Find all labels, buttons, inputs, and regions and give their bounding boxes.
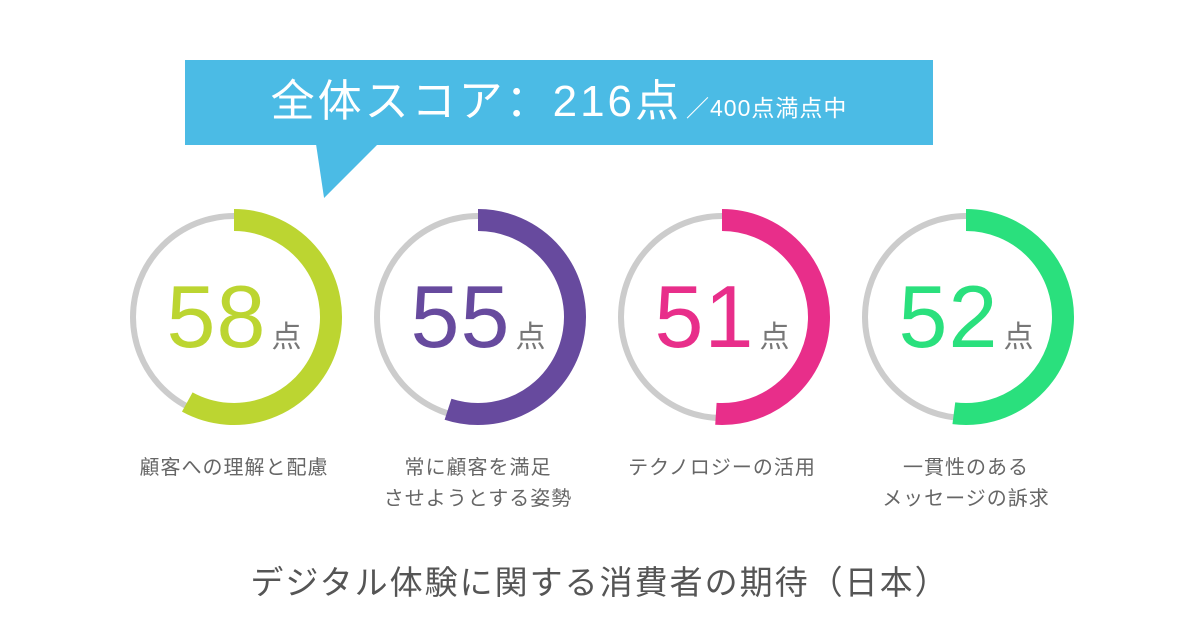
gauge-ring: 52 点 (856, 207, 1076, 427)
gauge-ring-svg (862, 209, 1074, 425)
gauge-score-unit: 点 (1003, 321, 1034, 354)
overall-score-denominator: ／400点満点中 (686, 95, 848, 121)
gauge-ring-svg (374, 209, 586, 425)
gauge-value-arc (444, 209, 586, 425)
gauge-score: 58 点 (124, 207, 344, 427)
gauge-value-arc (952, 209, 1074, 425)
overall-score-label: 全体スコア：216点 (270, 77, 683, 126)
overall-score-bubble: 全体スコア：216点 ／400点満点中 (185, 60, 933, 198)
gauge-score-number: 55 (410, 267, 511, 366)
gauge-score: 52 点 (856, 207, 1076, 427)
gauge-ring: 55 点 (368, 207, 588, 427)
gauge-score: 55 点 (368, 207, 588, 427)
gauge-label: テクノロジーの活用 (628, 457, 816, 479)
gauge-ring-svg (130, 209, 342, 425)
gauge-value-arc (715, 209, 830, 425)
overall-score-text: 全体スコア：216点 ／400点満点中 (271, 76, 848, 129)
gauge-score-unit: 点 (515, 321, 546, 354)
gauge-score-number: 52 (898, 267, 999, 366)
gauge-score-number: 58 (166, 267, 267, 366)
gauge-ring: 51 点 (612, 207, 832, 427)
gauge-label: 常に顧客を満足 させようとする姿勢 (383, 457, 573, 510)
speech-bubble-tail (316, 144, 378, 198)
gauge-ring: 58 点 (124, 207, 344, 427)
gauge-row: 58 点 顧客への理解と配慮 55 点 (0, 207, 1200, 515)
gauge-label: 一貫性のある メッセージの訴求 (882, 457, 1050, 510)
gauge-value-arc (181, 209, 342, 425)
chart-title: デジタル体験に関する消費者の期待（日本） (250, 564, 950, 601)
gauge-consistent-messaging: 52 点 一貫性のある メッセージの訴求 (856, 207, 1076, 515)
gauge-score: 51 点 (612, 207, 832, 427)
gauge-score-unit: 点 (759, 321, 790, 354)
gauge-customer-understanding: 58 点 顧客への理解と配慮 (124, 207, 344, 515)
gauge-label: 顧客への理解と配慮 (139, 457, 329, 479)
gauge-customer-satisfaction-attitude: 55 点 常に顧客を満足 させようとする姿勢 (368, 207, 588, 515)
gauge-score-unit: 点 (271, 321, 302, 354)
gauge-technology-use: 51 点 テクノロジーの活用 (612, 207, 832, 515)
gauge-ring-svg (618, 209, 830, 425)
gauge-score-number: 51 (654, 267, 755, 366)
